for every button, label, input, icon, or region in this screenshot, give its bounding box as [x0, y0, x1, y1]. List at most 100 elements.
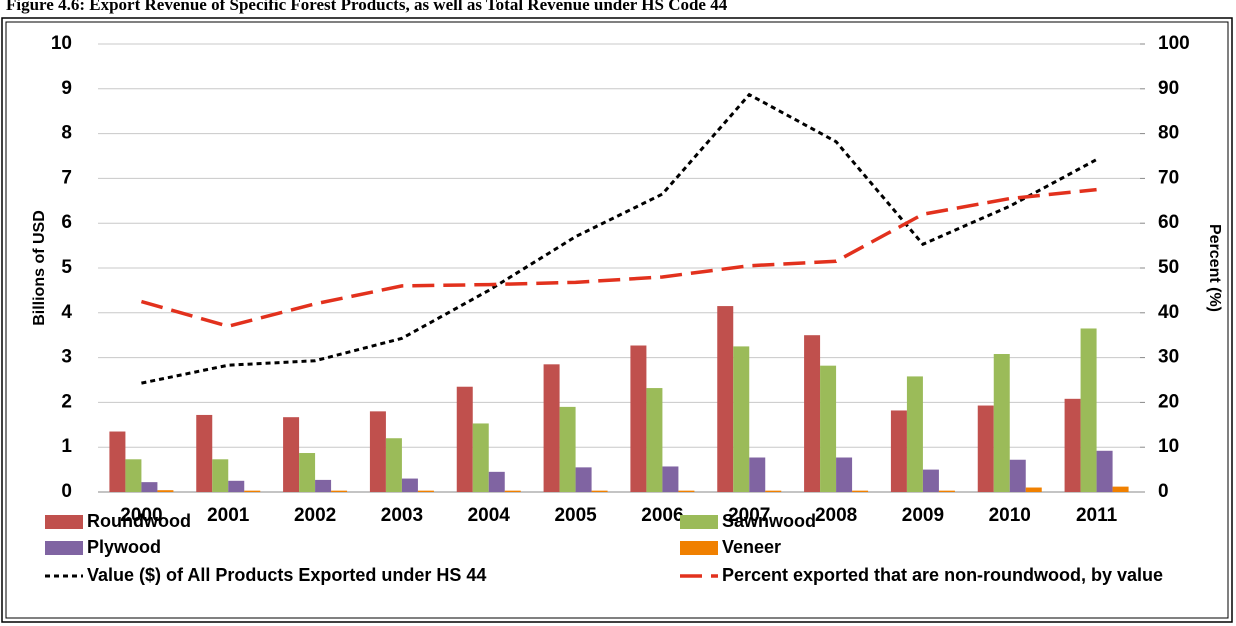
bar — [244, 490, 261, 492]
bar — [125, 459, 142, 492]
y-tick-label: 10 — [51, 33, 72, 54]
y-tick-label: 8 — [61, 123, 72, 144]
y-tick-label: 3 — [61, 347, 72, 368]
legend-swatch — [45, 515, 83, 529]
y2-tick-label: 100 — [1158, 33, 1190, 54]
y-tick-label: 2 — [61, 391, 72, 412]
legend-label: Percent exported that are non-roundwood,… — [722, 565, 1163, 585]
bar — [315, 479, 332, 492]
y2-tick-label: 50 — [1158, 257, 1179, 278]
bar — [196, 414, 213, 492]
bar — [765, 490, 782, 492]
bar — [890, 410, 907, 492]
x-tick-label: 2003 — [381, 505, 423, 526]
y2-tick-label: 40 — [1158, 302, 1179, 323]
bar — [331, 490, 348, 492]
y-tick-label: 0 — [61, 481, 72, 502]
bar — [109, 431, 126, 492]
legend-label: Value ($) of All Products Exported under… — [87, 565, 486, 585]
bar — [228, 480, 245, 492]
bar — [804, 335, 821, 492]
line-series — [140, 187, 1097, 329]
y-tick-label: 9 — [61, 78, 72, 99]
bar — [1025, 487, 1042, 492]
bar — [1064, 398, 1081, 492]
bar — [733, 346, 750, 492]
y2-tick-label: 80 — [1158, 123, 1179, 144]
bar — [820, 365, 837, 492]
bar — [504, 490, 521, 492]
x-tick-label: 2001 — [207, 505, 250, 526]
bar — [283, 417, 300, 492]
y-tick-label: 6 — [61, 212, 72, 233]
line-series — [141, 92, 1098, 385]
legend-label: Roundwood — [87, 511, 191, 531]
x-tick-label: 2006 — [641, 505, 683, 526]
bar — [559, 406, 576, 492]
bar — [488, 471, 505, 492]
legend-swatch — [680, 541, 718, 555]
bar — [938, 490, 955, 492]
y-tick-label: 5 — [61, 257, 72, 278]
bar — [922, 469, 939, 492]
x-tick-label: 2008 — [815, 505, 857, 526]
legend-swatch — [45, 541, 83, 555]
x-tick-label: 2009 — [902, 505, 944, 526]
bar — [575, 467, 592, 492]
bar — [852, 490, 869, 492]
bar — [678, 490, 695, 492]
x-tick-label: 2004 — [468, 505, 511, 526]
legend-label: Plywood — [87, 537, 161, 557]
bar — [401, 478, 418, 492]
y2-tick-label: 70 — [1158, 167, 1179, 188]
legend-label: Sawnwood — [722, 511, 816, 531]
bar — [141, 482, 158, 492]
bar — [662, 466, 679, 492]
y2-tick-label: 30 — [1158, 347, 1179, 368]
bar — [1112, 486, 1129, 492]
bar — [157, 490, 174, 492]
bar — [591, 490, 608, 492]
y2-tick-label: 0 — [1158, 481, 1169, 502]
y-axis-label: Billions of USD — [31, 210, 48, 326]
x-tick-label: 2007 — [728, 505, 770, 526]
bar — [1096, 450, 1113, 492]
bar — [717, 306, 734, 492]
legend-label: Veneer — [722, 537, 781, 557]
y-tick-label: 4 — [61, 302, 72, 323]
bar — [630, 345, 647, 492]
y2-tick-label: 60 — [1158, 212, 1179, 233]
bar — [212, 459, 229, 492]
bar — [646, 388, 663, 492]
bar — [543, 364, 560, 492]
frame-inner — [5, 21, 1229, 619]
bar — [906, 376, 923, 492]
y-tick-label: 7 — [61, 167, 72, 188]
bar — [749, 457, 766, 492]
bar — [977, 405, 994, 492]
bar — [993, 354, 1010, 492]
x-tick-label: 2002 — [294, 505, 336, 526]
bar — [1080, 328, 1097, 492]
bar — [836, 457, 853, 492]
bar — [417, 490, 434, 492]
x-tick-label: 2011 — [1076, 505, 1118, 526]
bar — [456, 386, 473, 492]
bar — [472, 423, 489, 492]
y-tick-label: 1 — [61, 436, 72, 457]
y2-axis-label: Percent (%) — [1206, 224, 1223, 312]
chart-title: Figure 4.6: Export Revenue of Specific F… — [6, 0, 728, 14]
bar — [369, 411, 386, 492]
x-tick-label: 2010 — [989, 505, 1031, 526]
bar — [299, 453, 316, 492]
y2-tick-label: 90 — [1158, 78, 1179, 99]
y2-tick-label: 10 — [1158, 436, 1179, 457]
frame-outer — [1, 17, 1233, 623]
y2-tick-label: 20 — [1158, 391, 1179, 412]
bar — [1009, 459, 1026, 492]
bar — [385, 438, 402, 492]
legend-swatch — [680, 515, 718, 529]
x-tick-label: 2000 — [120, 505, 162, 526]
x-tick-label: 2005 — [554, 505, 597, 526]
